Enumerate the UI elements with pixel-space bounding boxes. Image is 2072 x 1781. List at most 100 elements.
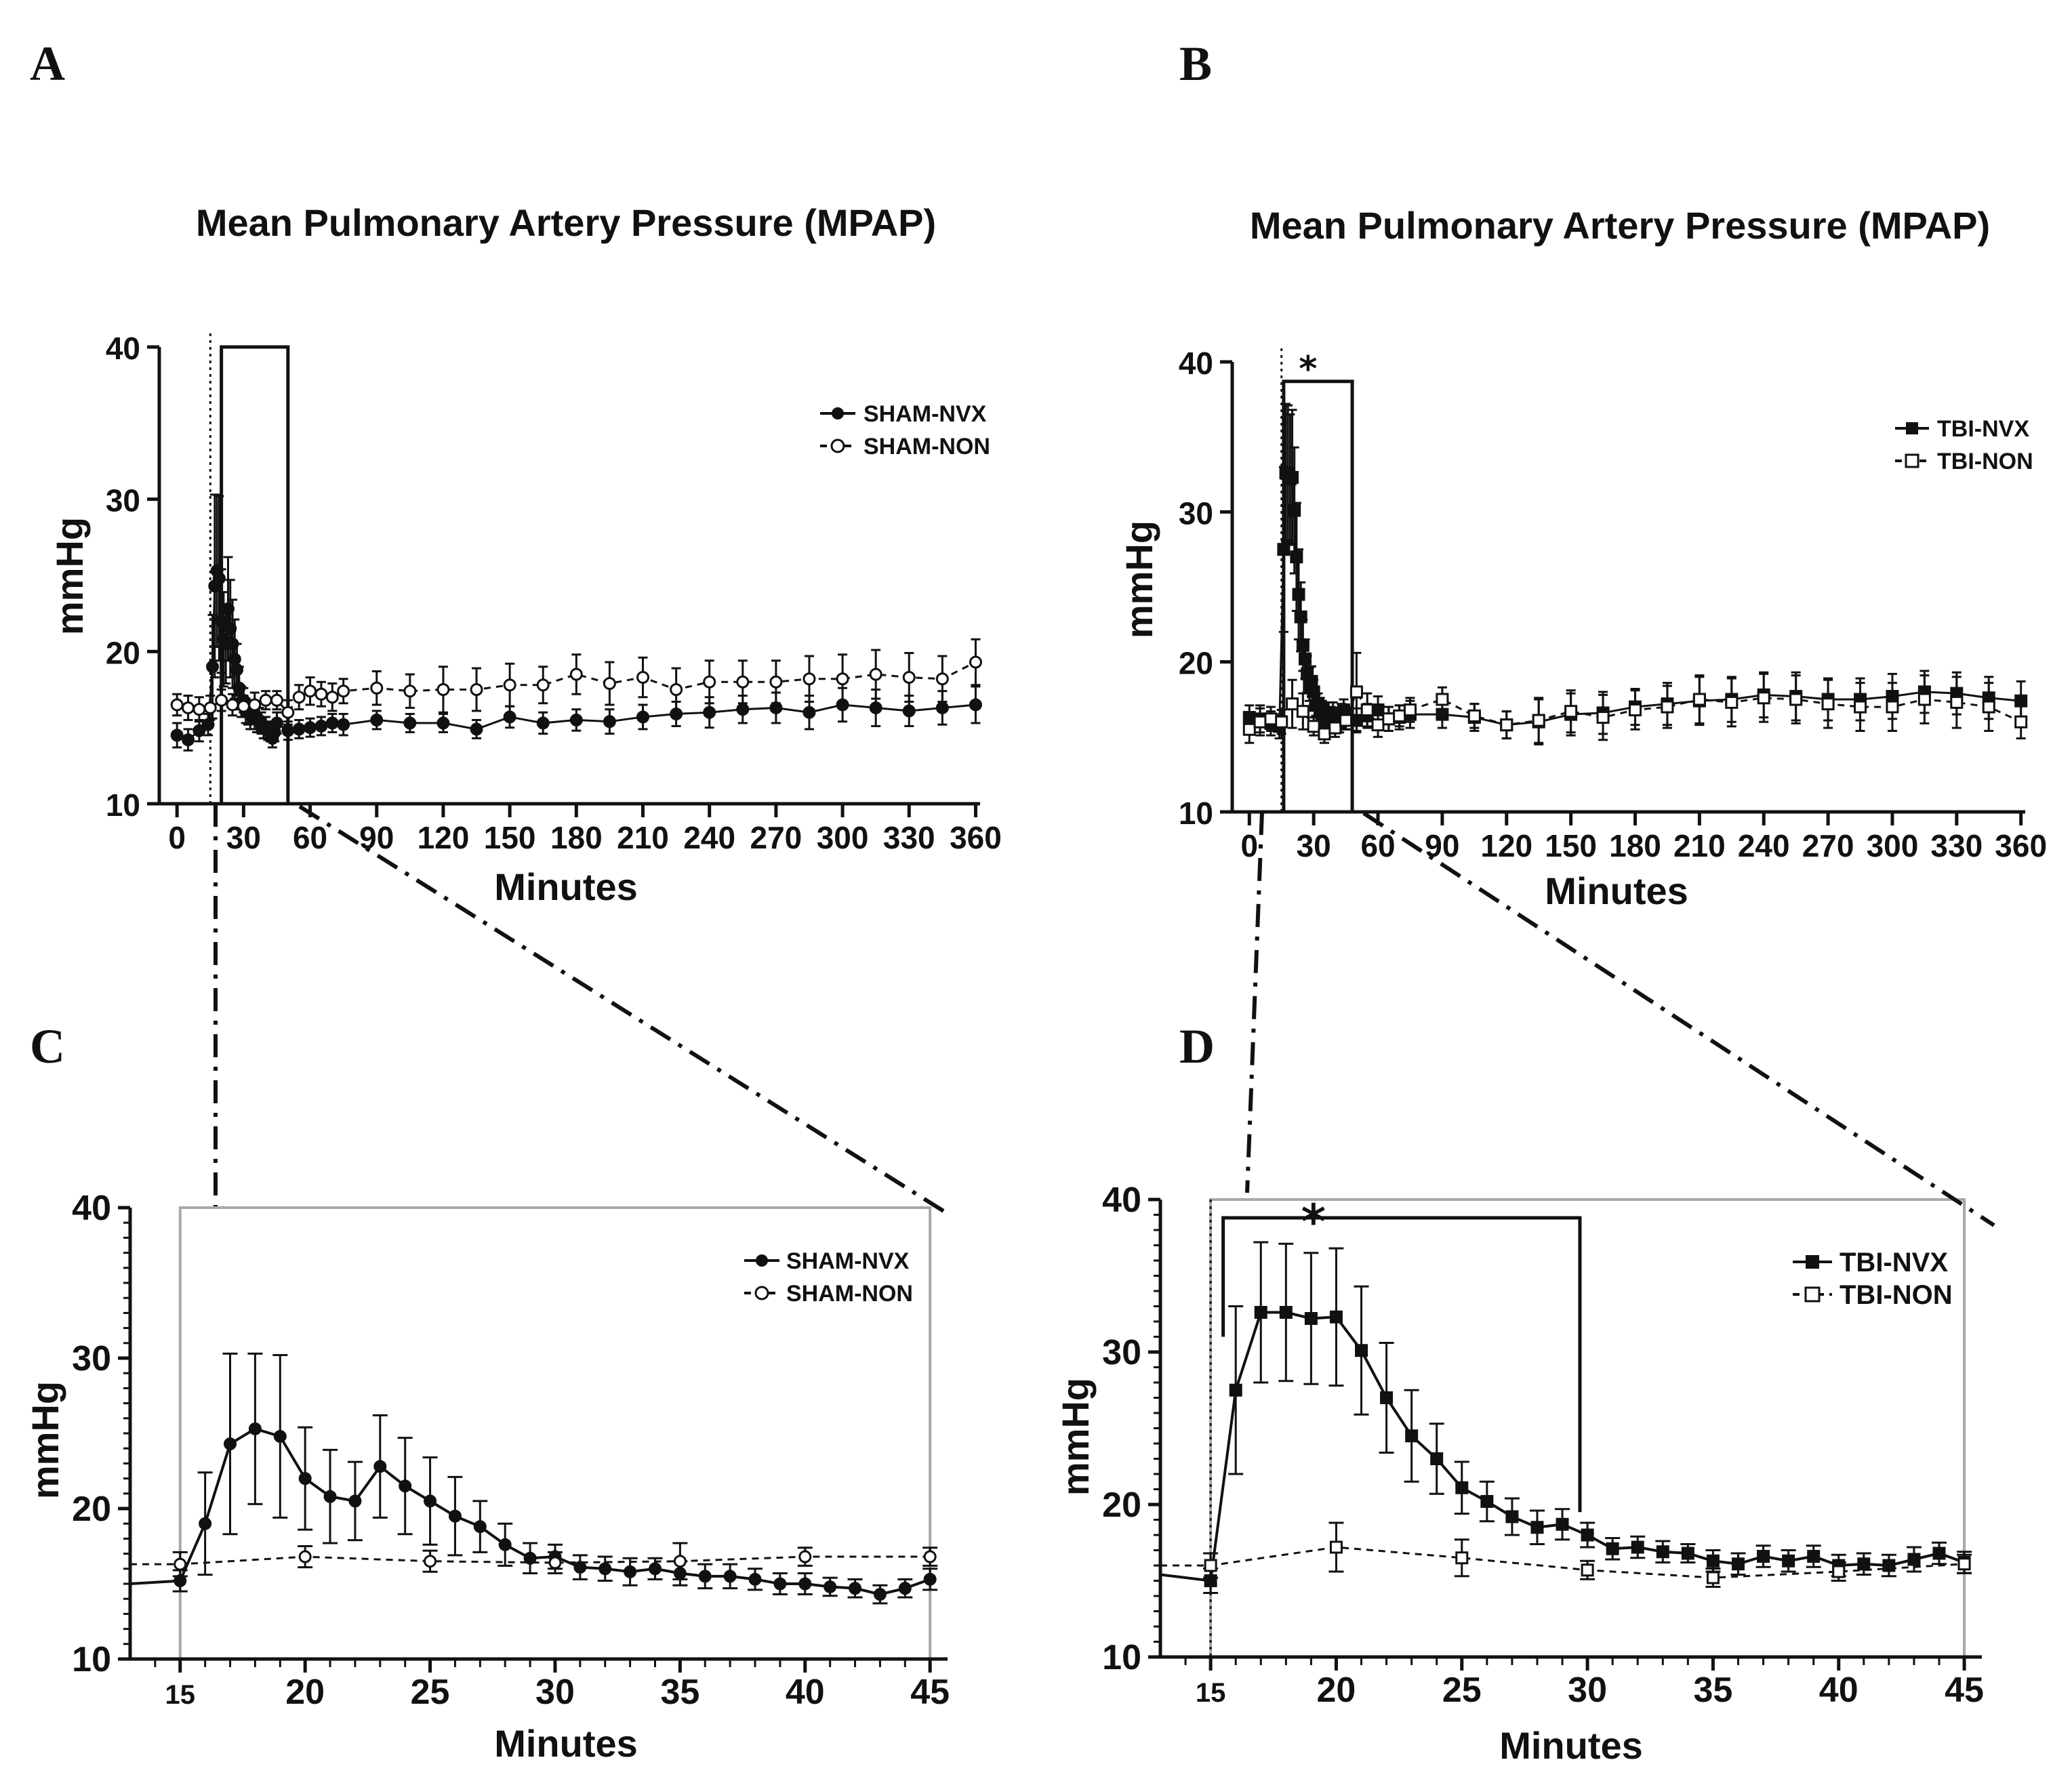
panel-a-data-point [370,681,384,695]
panel-a-x-tick-label: 210 [617,820,669,855]
panel-a-data-point [337,684,350,698]
panel-b-data-point [1253,715,1267,729]
panel-d-data-point [1455,1481,1469,1494]
panel-b-data-point [1917,693,1931,706]
panel-a-data-point [902,704,916,718]
panel-a-data-point [203,701,217,714]
panel-d-data-point [1329,1540,1343,1554]
panel-a-x-tick-label: 60 [293,820,327,855]
panel-c-chart: 10 20 30 40 15 20 25 30 35 40 45 Minutes mmHg SHAM… [24,1189,950,1765]
panel-d-data-point [1631,1540,1644,1554]
panel-a-data-point [259,693,272,707]
panel-b-data-point [1242,722,1256,736]
panel-a-data-point [670,683,683,696]
panel-c-data-point [323,1490,337,1503]
panel-c-x-tick-label: 45 [910,1673,950,1712]
panel-c-data-point [548,1556,562,1570]
panel-b-data-point [1854,700,1867,714]
legend-marker-sham-non-c [754,1286,769,1301]
panel-a-data-point [503,678,516,692]
panel-a-x-tick-label: 300 [817,820,869,855]
panel-a-data-point [803,672,816,686]
panel-c-x-title: Minutes [494,1722,638,1765]
legend-marker-tbi-nvx [1906,422,1918,434]
panel-a-chart: 10 20 30 40 0 30 60 90 120 150 180 210 240 270 300 330 3… [48,331,1002,908]
panel-a-data-point [292,691,306,704]
panel-b-title: Mean Pulmonary Artery Pressure (MPAP) [1250,204,1990,247]
panel-a-data-point [536,716,550,730]
panel-b-y-title: mmHg [1118,520,1160,638]
panel-c-data-point [348,1494,362,1508]
panel-a-series-sham-non [170,638,982,726]
panel-c-data-point [723,1570,737,1583]
panel-b-data-point [1886,700,1899,714]
panel-a-data-point [436,683,450,696]
panel-a-data-point [325,716,339,730]
legend-marker-tbi-nvx-d [1806,1255,1819,1269]
panel-c-data-point [523,1551,537,1565]
panel-d-plot-layer: 10 20 30 40 15 20 25 30 35 40 45 * [1102,1181,1984,1710]
zoom-connectors [214,804,1995,1227]
panel-d-data-point [1204,1559,1217,1572]
panel-a-data-point [736,675,750,689]
panel-d-x-tick-label: 30 [1568,1671,1607,1710]
panel-a-x-tick-label: 270 [750,820,803,855]
panel-c-data-point [248,1422,262,1435]
panel-c-y-tick-label: 40 [72,1189,111,1228]
panel-b-y-tick-label: 10 [1179,796,1213,831]
zoom-connector-b-left [1245,811,1264,1193]
panel-d-data-point [1304,1312,1318,1325]
panel-d-data-point [1380,1391,1394,1404]
panel-a-data-point [182,733,195,747]
panel-b-x-title: Minutes [1545,869,1688,912]
panel-c-data-point [798,1577,812,1591]
legend-label-tbi-nvx-d: TBI-NVX [1840,1248,1948,1277]
panel-d-data-point [1857,1557,1871,1571]
panel-d-data-point [1706,1571,1720,1584]
panel-c-data-point [898,1582,912,1595]
panel-b-x-tick-label: 0 [1241,828,1259,863]
panel-c-series-sham-nvx [129,1352,938,1605]
panel-b-x-tick-label: 150 [1545,828,1597,863]
panel-c-data-point [698,1570,712,1583]
panel-d-data-point [1229,1383,1242,1397]
panel-a-x-tick-label: 150 [484,820,536,855]
panel-d-data-point [1932,1547,1946,1560]
panel-b-x-tick-label: 270 [1802,828,1854,863]
panel-a-data-point [248,698,262,712]
panel-d-data-point [1480,1495,1494,1508]
panel-a-data-point [206,660,220,674]
panel-d-significance-star: * [1301,1194,1326,1250]
panel-a-data-point [170,698,184,712]
panel-d-chart: 10 20 30 40 15 20 25 30 35 40 45 * Minutes mmHg TBI… [1054,1181,1984,1767]
panel-a-data-point [536,678,550,692]
panel-c-data-point [824,1580,837,1593]
panel-a-data-point [703,675,716,689]
panel-a-data-point [281,705,295,719]
panel-b-data-point [2014,715,2028,729]
panel-b-x-tick-label: 330 [1930,828,1983,863]
panel-a-data-point [636,710,650,724]
legend-item-tbi-non: TBI-NON [1895,449,2033,474]
panel-d-series-line-tbi-non [1160,1546,1965,1579]
panel-a-data-point [281,724,295,737]
panel-c-data-point [798,1550,812,1563]
panel-b-data-point [1286,697,1299,711]
panel-b-data-point [1628,703,1642,716]
legend-marker-sham-non [830,438,845,453]
panel-c-data-point [923,1550,937,1563]
panel-c-label: C [30,1019,65,1073]
panel-b-data-point [1692,693,1706,706]
panel-d-data-point [1329,1310,1343,1324]
panel-b-data-point [1403,703,1417,716]
panel-d-data-point [1706,1554,1720,1568]
panel-a-y-tick-label: 20 [106,635,140,670]
panel-d-x-tick-label: 35 [1693,1671,1732,1710]
panel-b-x-tick-label: 240 [1738,828,1790,863]
panel-b-data-point [1382,712,1396,726]
panel-b-data-point [1393,709,1406,722]
panel-a-x-tick-label: 360 [950,820,1002,855]
legend-item-sham-non: SHAM-NON [820,434,990,459]
